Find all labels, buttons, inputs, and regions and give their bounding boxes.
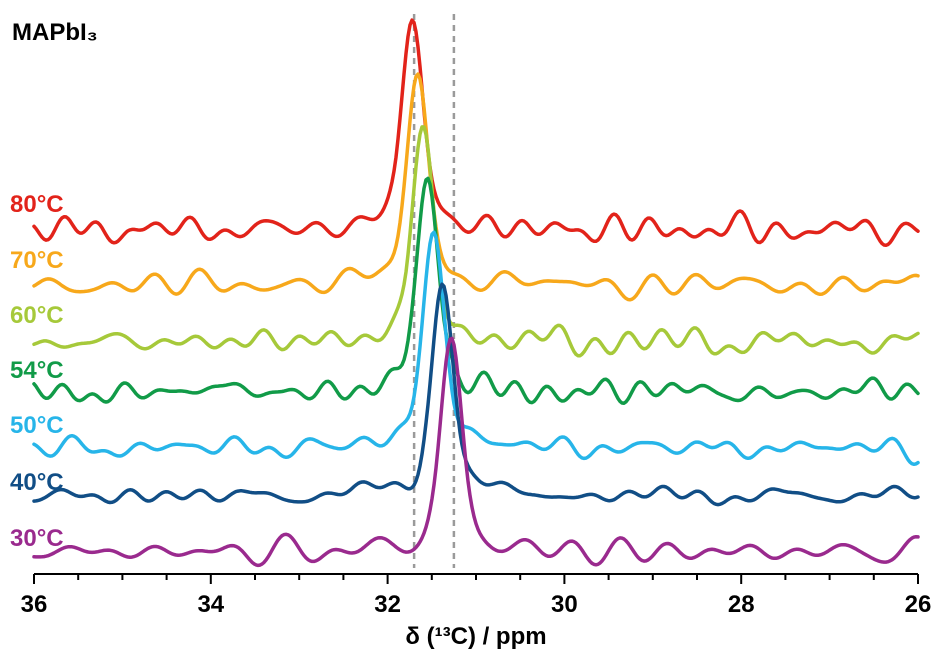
x-tick-label: 26 [905, 591, 932, 618]
x-tick-label: 34 [197, 591, 224, 618]
trace-50c [32, 230, 920, 467]
series-label-30c: 30°C [10, 525, 64, 552]
series-label-80c: 80°C [10, 191, 64, 218]
series-label-60c: 60°C [10, 302, 64, 329]
spectrum-traces [32, 18, 920, 568]
x-axis-label: δ (¹³C) / ppm [405, 623, 546, 650]
trace-40c [32, 282, 920, 507]
trace-80c [32, 18, 920, 248]
x-tick-label: 30 [551, 591, 578, 618]
series-label-50c: 50°C [10, 412, 64, 439]
series-label-54c: 54°C [10, 357, 64, 384]
trace-54c [32, 176, 920, 405]
trace-70c [32, 72, 920, 302]
x-axis: 36 34 32 30 28 26 [21, 573, 932, 618]
trace-60c [32, 125, 920, 358]
series-label-40c: 40°C [10, 469, 64, 496]
x-tick-label: 36 [21, 591, 48, 618]
series-labels: 80°C 70°C 60°C 54°C 50°C 40°C 30°C [10, 191, 64, 552]
x-tick-label: 32 [374, 591, 401, 618]
series-label-70c: 70°C [10, 247, 64, 274]
chart-title: MAPbI₃ [12, 19, 98, 46]
x-tick-label: 28 [728, 591, 755, 618]
trace-30c [32, 336, 920, 568]
